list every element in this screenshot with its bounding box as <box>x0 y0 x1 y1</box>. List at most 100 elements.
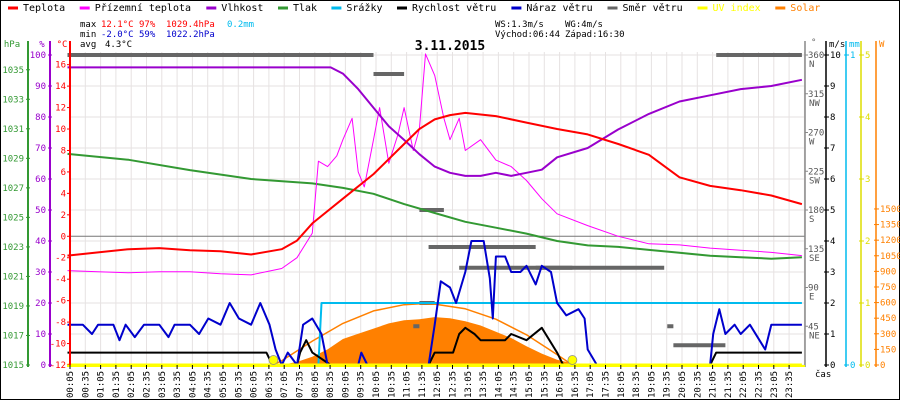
x-tick-label: 21:35 <box>724 371 734 398</box>
direction-tick-cardinal: NE <box>809 331 820 341</box>
x-tick-label: 22:35 <box>755 371 765 398</box>
temperature-tick-label: -6 <box>55 297 66 307</box>
legend-label: UV index <box>713 3 761 14</box>
stats-panel: max 12.1°C 97% 1029.4hPa 0.2mm min -2.0°… <box>80 20 625 50</box>
solar-tick-label: 1500 <box>880 205 900 215</box>
chart-title: 3.11.2015 <box>415 39 485 54</box>
x-tick-label: 16:35 <box>571 371 581 398</box>
direction-tick-cardinal: SW <box>809 176 820 186</box>
x-tick-label: 23:05 <box>770 371 780 398</box>
stats-ws: WS:1.3m/s <box>495 20 544 30</box>
x-tick-label: 14:05 <box>494 371 504 398</box>
pressure-tick-label: 1027 <box>2 184 24 194</box>
x-tick-label: 12:05 <box>433 371 443 398</box>
plot-area <box>67 53 803 367</box>
x-tick-label: 01:35 <box>112 371 122 398</box>
solar-tick-label: 450 <box>880 314 896 324</box>
wind-tick-label: 10 <box>830 51 841 61</box>
stats-max-label: max <box>80 20 97 30</box>
wind-tick-label: 7 <box>830 144 835 154</box>
direction-tick-label: 360 <box>808 51 824 61</box>
legend: Teplota Přízemní teplota Vlhkost Tlak Srážky… <box>8 2 820 14</box>
stats-max-press: 1029.4hPa <box>166 20 215 30</box>
stats-sunrise: Východ:06:44 <box>495 30 560 40</box>
x-axis-label: čas <box>815 369 831 380</box>
direction-axis-unit: ° <box>811 38 816 48</box>
x-tick-label: 04:35 <box>204 371 214 398</box>
solar-axis-unit: W <box>879 40 885 50</box>
solar-tick-label: 300 <box>880 330 896 340</box>
x-tick-label: 05:35 <box>234 371 244 398</box>
wind-axis-unit: m/s <box>829 40 845 50</box>
series-line-p-zemn-teplota <box>67 53 802 276</box>
direction-tick-label: 315 <box>808 90 824 100</box>
series-line-rychlost-v-tru <box>67 326 802 366</box>
temperature-tick-label: -2 <box>55 254 66 264</box>
stats-avg-temp: 4.3°C <box>105 40 132 50</box>
solar-tick-label: 600 <box>880 299 896 309</box>
x-tick-label: 13:05 <box>464 371 474 398</box>
x-tick-label: 11:05 <box>403 371 413 398</box>
x-tick-label: 23:35 <box>785 371 795 398</box>
rain-axis-unit: mm <box>849 40 860 50</box>
direction-tick-cardinal: S <box>809 215 814 225</box>
x-tick-label: 02:05 <box>127 371 137 398</box>
temperature-tick-label: -10 <box>50 340 66 350</box>
legend-label: Solar <box>790 3 820 14</box>
legend-label: Teplota <box>23 3 65 14</box>
solar-tick-label: 150 <box>880 345 896 355</box>
stats-min-hum: 59% <box>139 30 156 40</box>
uv-tick-label: 2 <box>865 237 870 247</box>
x-tick-label: 21:05 <box>709 371 719 398</box>
series-line-n-raz-v-tru <box>67 240 802 366</box>
temperature-tick-label: -8 <box>55 318 66 328</box>
wind-tick-label: 2 <box>830 299 835 309</box>
x-tick-label: 01:05 <box>97 371 107 398</box>
temperature-tick-label: -12 <box>50 361 66 371</box>
stats-min-temp: -2.0°C <box>101 30 134 40</box>
stats-min-press: 1022.2hPa <box>166 30 215 40</box>
x-tick-label: 12:35 <box>449 371 459 398</box>
uv-tick-label: 3 <box>865 175 870 185</box>
x-tick-label: 08:35 <box>326 371 336 398</box>
x-tick-label: 06:05 <box>250 371 260 398</box>
direction-tick-label: 90 <box>808 284 819 294</box>
pressure-tick-label: 1035 <box>2 66 24 76</box>
solar-tick-label: 0 <box>880 361 885 371</box>
x-tick-label: 00:35 <box>81 371 91 398</box>
x-tick-label: 07:35 <box>296 371 306 398</box>
temperature-tick-label: 12 <box>55 104 66 114</box>
series-area-solar <box>281 317 588 365</box>
direction-tick-label: 180 <box>808 206 824 216</box>
pressure-tick-label: 1017 <box>2 331 24 341</box>
solar-tick-label: 1050 <box>880 252 900 262</box>
x-tick-label: 17:05 <box>586 371 596 398</box>
x-tick-label: 18:05 <box>617 371 627 398</box>
direction-tick-cardinal: SE <box>809 254 820 264</box>
humidity-tick-label: 20 <box>35 299 46 309</box>
temperature-tick-label: 4 <box>61 189 66 199</box>
pressure-tick-label: 1019 <box>2 302 24 312</box>
humidity-tick-label: 30 <box>35 268 46 278</box>
legend-label: Vlhkost <box>221 3 263 14</box>
temperature-tick-label: 6 <box>61 168 66 178</box>
wind-tick-label: 8 <box>830 113 835 123</box>
temperature-tick-label: 8 <box>61 146 66 156</box>
wind-tick-label: 1 <box>830 330 835 340</box>
x-tick-label: 22:05 <box>739 371 749 398</box>
x-tick-label: 05:05 <box>219 371 229 398</box>
x-tick-label: 15:35 <box>540 371 550 398</box>
legend-label: Směr větru <box>623 2 683 14</box>
uv-tick-label: 1 <box>865 299 870 309</box>
uv-tick-label: 0 <box>865 361 870 371</box>
solar-tick-label: 900 <box>880 267 896 277</box>
pressure-tick-label: 1033 <box>2 95 24 105</box>
direction-tick-cardinal: N <box>809 60 814 70</box>
x-tick-label: 09:35 <box>357 371 367 398</box>
solar-tick-label: 1200 <box>880 236 900 246</box>
wind-tick-label: 0 <box>830 361 835 371</box>
stats-sunset: Západ:16:30 <box>565 30 625 40</box>
temperature-tick-label: -4 <box>55 275 66 285</box>
uv-tick-label: 5 <box>865 51 870 61</box>
